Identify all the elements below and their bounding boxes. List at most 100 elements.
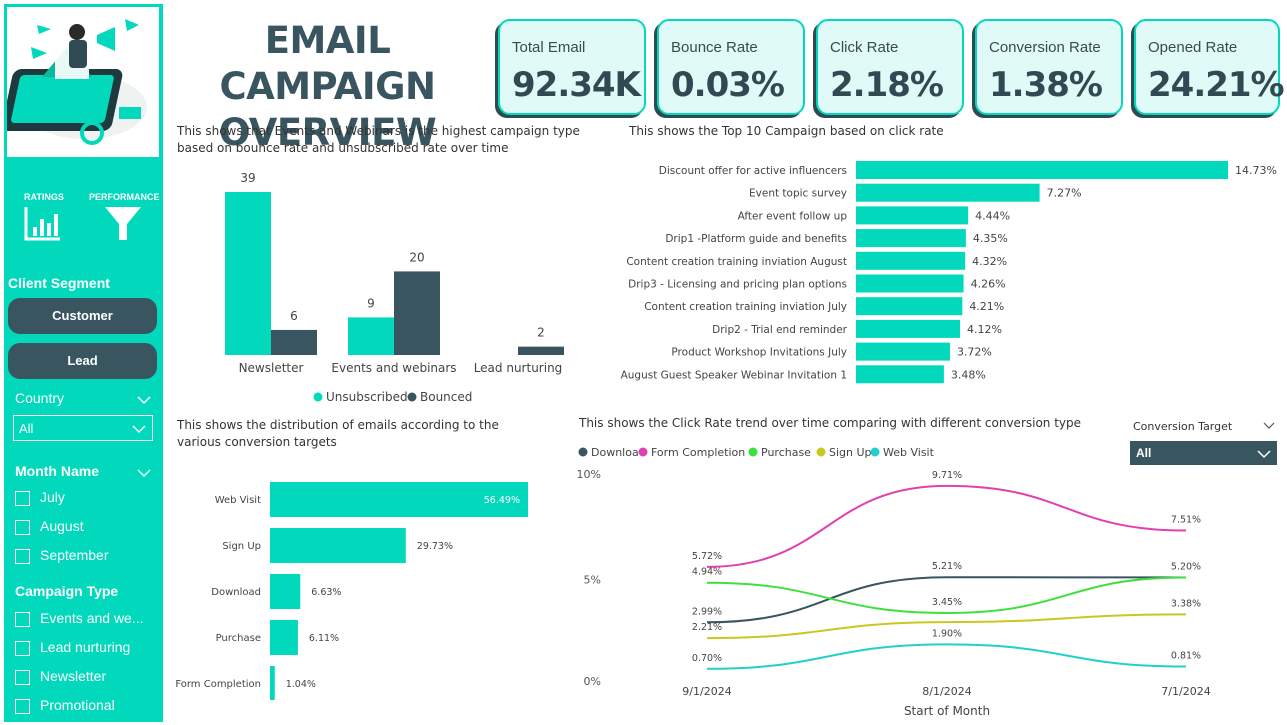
checkbox[interactable] (15, 611, 30, 627)
category-label: Lead nurturing (474, 361, 563, 375)
campaign-option-promotional[interactable]: Promotional (15, 696, 115, 718)
y-tick-label: 5% (584, 574, 601, 587)
data-label: 1.04% (286, 679, 316, 690)
conversion-selected: All (1136, 446, 1152, 460)
month-collapse-icon[interactable] (137, 463, 151, 482)
trend-chart-description: This shows the Click Rate trend over tim… (579, 416, 1082, 430)
bar-unsubscribed (225, 192, 271, 355)
bar (270, 482, 528, 517)
chevron-down-icon (1257, 450, 1271, 459)
kpi-value: 92.34K (512, 65, 641, 105)
month-option-july[interactable]: July (15, 488, 65, 510)
bar (856, 251, 966, 270)
legend-marker (638, 447, 648, 457)
nav-performance-label: PERFORMANCE (89, 192, 160, 202)
kpi-label: Conversion Rate (989, 39, 1101, 56)
bar (856, 297, 963, 316)
data-label: 4.21% (969, 300, 1004, 313)
legend-marker (407, 392, 417, 402)
month-label: July (40, 489, 65, 505)
country-collapse-icon[interactable] (137, 390, 151, 409)
bar (856, 274, 964, 293)
conversion-target-dropdown[interactable]: All (1130, 441, 1277, 465)
legend-label: Purchase (761, 446, 811, 459)
campaign-label: Events and we... (40, 610, 144, 626)
x-tick-label: 9/1/2024 (682, 685, 731, 698)
category-label: Content creation training inviation July (644, 301, 847, 313)
checkbox[interactable] (15, 698, 30, 714)
bar-bounced (394, 271, 440, 355)
checkbox[interactable] (15, 490, 30, 506)
legend-label: Bounced (420, 390, 472, 404)
month-option-september[interactable]: September (15, 546, 108, 568)
conversion-collapse-icon[interactable] (1263, 422, 1275, 430)
checkbox[interactable] (15, 519, 30, 535)
series-line-download (706, 576, 1187, 624)
data-label: 3.45% (932, 597, 962, 608)
y-tick-label: 10% (577, 468, 601, 481)
kpi-card-click-rate: Click Rate 2.18% (816, 19, 964, 115)
checkbox[interactable] (15, 548, 30, 564)
data-label: 5.72% (692, 551, 722, 562)
legend-marker (578, 447, 588, 457)
kpi-label: Total Email (512, 39, 586, 56)
bar (270, 666, 275, 700)
category-label: Form Completion (175, 679, 261, 690)
data-label: 2.99% (692, 606, 722, 617)
data-label: 56.49% (484, 495, 520, 506)
kpi-card-bounce-rate: Bounce Rate 0.03% (657, 19, 805, 115)
checkbox[interactable] (15, 669, 30, 685)
month-label: September (40, 547, 109, 563)
distribution-chart-description: This shows the distribution of emails ac… (177, 418, 499, 449)
campaign-illustration (2, 7, 159, 157)
campaign-label: Promotional (40, 697, 115, 713)
data-label: 9.71% (932, 470, 962, 481)
kpi-card-total-email: Total Email 92.34K (498, 19, 646, 115)
data-label: 6 (290, 309, 298, 323)
bar (856, 229, 966, 248)
category-label: Events and webinars (331, 361, 456, 375)
kpi-card-opened-rate: Opened Rate 24.21% (1134, 19, 1285, 115)
campaign-option-newsletter[interactable]: Newsletter (15, 667, 106, 689)
bar (856, 365, 944, 384)
campaign-option-events[interactable]: Events and we... (15, 609, 144, 631)
kpi-value: 24.21% (1148, 65, 1285, 105)
campaign-option-lead-nurturing[interactable]: Lead nurturing (15, 638, 130, 660)
data-label: 14.73% (1235, 164, 1277, 177)
kpi-card-conversion-rate: Conversion Rate 1.38% (975, 19, 1123, 115)
funnel-icon[interactable] (104, 205, 142, 247)
data-label: 39 (240, 171, 255, 185)
data-label: 7.51% (1171, 515, 1201, 526)
bar-unsubscribed (348, 317, 394, 355)
data-label: 6.11% (309, 633, 339, 644)
kpi-label: Click Rate (830, 39, 899, 56)
month-option-august[interactable]: August (15, 517, 84, 539)
data-label: 3.48% (951, 368, 986, 381)
category-label: After event follow up (738, 210, 848, 222)
series-line-web-visit (706, 643, 1187, 670)
bar (856, 342, 950, 361)
segment-customer-button[interactable]: Customer (8, 298, 157, 334)
bar-chart-icon[interactable] (24, 205, 62, 245)
data-label: 4.26% (971, 278, 1006, 291)
data-label: 5.21% (932, 561, 962, 572)
campaign-type-title: Campaign Type (15, 583, 119, 599)
data-label: 20 (409, 250, 424, 264)
data-label: 6.63% (311, 587, 341, 598)
legend-marker (313, 392, 323, 402)
segment-lead-button[interactable]: Lead (8, 343, 157, 379)
data-label: 3.38% (1171, 598, 1201, 609)
month-label: August (40, 518, 84, 534)
category-label: Product Workshop Invitations July (671, 347, 847, 359)
page-title: EMAIL CAMPAIGN OVERVIEW (170, 18, 485, 156)
category-label: Discount offer for active influencers (659, 165, 847, 177)
legend-label: Download (591, 446, 646, 459)
kpi-label: Bounce Rate (671, 39, 758, 56)
country-dropdown[interactable]: All (13, 415, 153, 441)
checkbox[interactable] (15, 640, 30, 656)
bar (270, 528, 406, 563)
legend-marker (816, 447, 826, 457)
kpi-label: Opened Rate (1148, 39, 1238, 56)
bar-bounced (271, 329, 317, 355)
chevron-down-icon (132, 425, 146, 434)
